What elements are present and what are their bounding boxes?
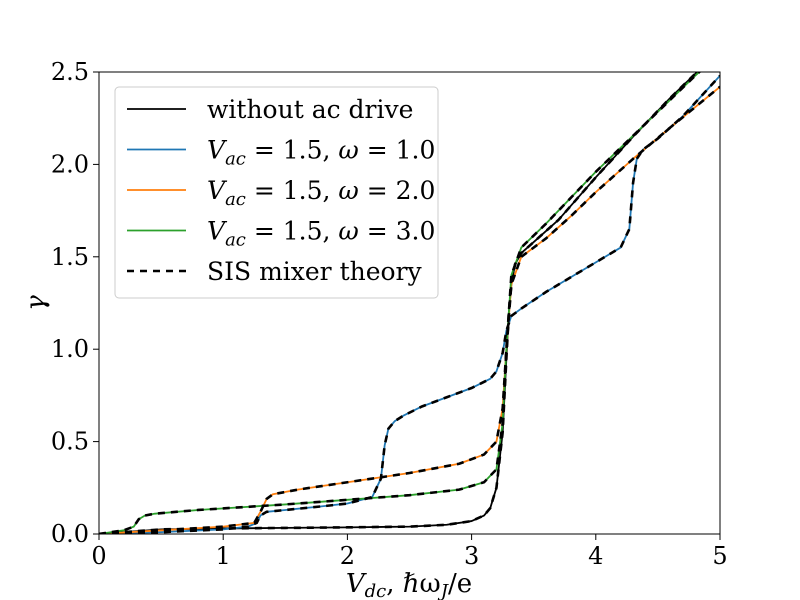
- theory-dashed-line-3: [99, 85, 720, 534]
- y-tick-label: 2.0: [51, 150, 89, 178]
- x-axis-label: Vdc, ℏωJ/e: [346, 569, 472, 600]
- x-axis-label-var: V: [346, 569, 367, 599]
- legend-label-5: SIS mixer theory: [207, 257, 423, 286]
- x-tick-label: 0: [91, 542, 106, 570]
- x-tick-label: 3: [464, 542, 479, 570]
- y-tick-label: 1.0: [51, 335, 89, 363]
- y-axis: 0.0 0.5 1.0 1.5 2.0 2.5: [51, 58, 99, 548]
- legend-label-4: Vac = 1.5, ω = 3.0: [207, 217, 435, 251]
- legend-label-2: Vac = 1.5, ω = 1.0: [207, 136, 435, 170]
- y-tick-label: 0.5: [51, 428, 89, 456]
- y-tick-label: 2.5: [51, 58, 89, 86]
- x-tick-label: 1: [216, 542, 231, 570]
- series-lines: [99, 72, 720, 534]
- x-tick-label: 5: [712, 542, 727, 570]
- x-axis-label-sub: dc: [365, 581, 387, 600]
- y-axis-label: γ: [21, 295, 51, 311]
- theory-dashed-line-2: [99, 74, 720, 534]
- legend-label-1: without ac drive: [207, 95, 413, 124]
- x-axis-label-rest2: /e: [448, 569, 472, 599]
- x-axis-label-rest: , ℏω: [386, 569, 440, 599]
- x-axis-label-sub2: J: [437, 581, 450, 600]
- y-tick-label: 0.0: [51, 520, 89, 548]
- x-axis: 0 1 2 3 4 5: [91, 534, 728, 570]
- legend-box: [114, 86, 439, 299]
- legend-label-3: Vac = 1.5, ω = 2.0: [207, 176, 435, 210]
- plot-frame: [98, 71, 721, 535]
- y-tick-label: 1.5: [51, 243, 89, 271]
- x-tick-label: 2: [340, 542, 355, 570]
- x-tick-label: 4: [588, 542, 603, 570]
- legend: without ac drive Vac = 1.5, ω = 1.0 Vac = …: [114, 86, 439, 299]
- theory-dashed-line-4: [99, 72, 702, 534]
